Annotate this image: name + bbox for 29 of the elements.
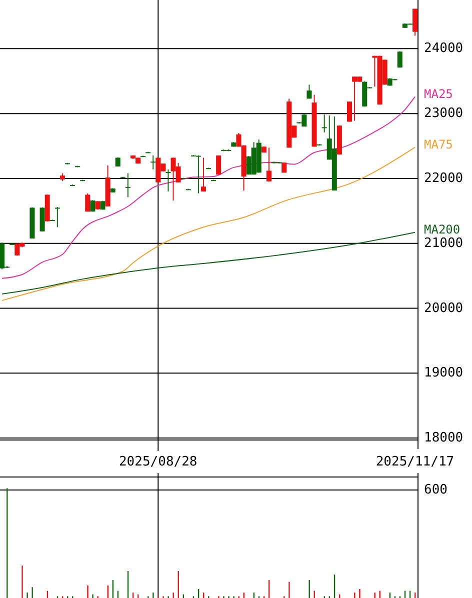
candlestick (397, 50, 402, 68)
candlestick (40, 206, 45, 232)
candlestick (54, 206, 60, 228)
y-tick-label: 600 (424, 482, 448, 498)
candlestick (125, 172, 130, 198)
x-tick-label: 2025/08/28 (118, 454, 198, 470)
line-series (2, 232, 416, 294)
candlestick (200, 157, 206, 192)
candlestick (412, 8, 418, 36)
candlestick (266, 147, 272, 182)
line-series (2, 96, 416, 279)
series-label: MA75 (424, 138, 453, 152)
candlestick (166, 168, 171, 192)
series-label: MA200 (424, 222, 460, 237)
x-tick-label: 2025/11/17 (376, 454, 454, 470)
y-tick-label: 24000 (424, 41, 464, 56)
series-label: MA25 (424, 86, 453, 101)
candlestick (85, 192, 90, 212)
line-series (2, 146, 416, 301)
y-tick-label: 18000 (424, 430, 464, 446)
candlestick (347, 101, 352, 122)
candlestick (150, 154, 156, 170)
y-tick-label: 21000 (424, 236, 464, 251)
y-tick-label: 19000 (424, 366, 464, 381)
candlestick (306, 84, 312, 100)
y-tick-label: 22000 (424, 171, 464, 186)
y-tick-label: 23000 (424, 106, 464, 122)
candlestick (322, 114, 327, 133)
y-tick-label: 20000 (424, 300, 464, 316)
